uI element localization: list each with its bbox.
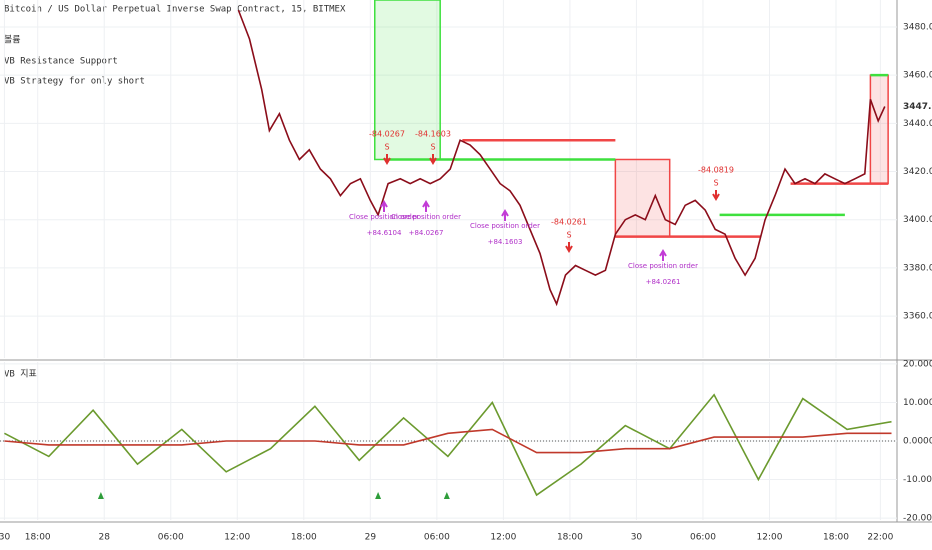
indicator-label: VB Strategy for only short [4, 77, 145, 87]
series-line [4, 393, 892, 497]
close-label: Close position order [391, 213, 461, 221]
signal-marker [375, 492, 382, 499]
last-price-box [898, 99, 932, 114]
close-arrow [380, 200, 388, 212]
last-price-label: 3447.0 [903, 102, 932, 112]
chart-title: Bitcoin / US Dollar Perpetual Inverse Sw… [4, 5, 346, 15]
close-arrow [422, 200, 430, 212]
y-tick-label: 3360.0 [903, 312, 932, 322]
x-tick-label: 28 [98, 533, 110, 543]
x-tick-label: 12:00 [490, 533, 516, 543]
close-arrow [659, 249, 667, 261]
close-arrow [501, 209, 509, 221]
close-amount: +84.6104 [367, 229, 402, 237]
signal-amount: -84.0819 [698, 166, 734, 175]
x-tick-label: 12:00 [224, 533, 250, 543]
x-tick-label: 06:00 [424, 533, 450, 543]
y-tick-label: 3440.0 [903, 119, 932, 129]
signal-marker [443, 492, 450, 499]
x-tick-label: 22:00 [867, 533, 893, 543]
signal-side: S [430, 143, 435, 152]
close-label: Close position order [628, 262, 698, 270]
zone [374, 0, 441, 161]
x-tick-label: 18:00 [557, 533, 583, 543]
y-tick-label: 3480.0 [903, 22, 932, 32]
signal-side: S [566, 231, 571, 240]
y-tick-label: -10.0000 [903, 475, 932, 485]
signal-amount: -84.0261 [551, 218, 587, 227]
signal-arrow [429, 154, 437, 165]
zone [614, 158, 671, 238]
signal-arrow [712, 190, 720, 201]
y-tick-label: 3460.0 [903, 71, 932, 81]
y-tick-label: 3400.0 [903, 215, 932, 225]
x-tick-label: 29 [365, 533, 377, 543]
close-amount: +84.1603 [488, 238, 523, 246]
y-tick-label: 3420.0 [903, 167, 932, 177]
signal-amount: -84.0267 [369, 130, 405, 139]
signal-side: S [384, 143, 389, 152]
y-tick-label: 10.0000 [903, 398, 932, 408]
signal-marker [97, 492, 104, 499]
y-tick-label: 3380.0 [903, 263, 932, 273]
x-tick-label: 18:00 [25, 533, 51, 543]
y-tick-label: 0.0000 [903, 437, 932, 447]
close-amount: +84.0261 [646, 278, 681, 286]
x-tick-label: 06:00 [690, 533, 716, 543]
x-tick-label: 30 [631, 533, 643, 543]
close-label: Close position order [349, 213, 419, 221]
signal-arrow [383, 154, 391, 165]
signal-amount: -84.1603 [415, 130, 451, 139]
close-label: Close position order [470, 222, 540, 230]
zone [869, 74, 889, 185]
pane-title: VB 지표 [4, 369, 37, 380]
x-tick-label: 30 [0, 533, 10, 543]
x-tick-label: 06:00 [158, 533, 184, 543]
close-amount: +84.0267 [409, 229, 444, 237]
signal-arrow [565, 242, 573, 253]
series-line [237, 9, 886, 307]
y-tick-label: -20.0000 [903, 514, 932, 524]
y-tick-label: 20.0000 [903, 359, 932, 369]
x-tick-label: 18:00 [823, 533, 849, 543]
series-line [4, 428, 892, 454]
indicator-label: VB Resistance Support [4, 57, 118, 67]
x-tick-label: 18:00 [291, 533, 317, 543]
x-tick-label: 12:00 [757, 533, 783, 543]
signal-side: S [713, 179, 718, 188]
indicator-label: 볼륨 [4, 35, 21, 46]
